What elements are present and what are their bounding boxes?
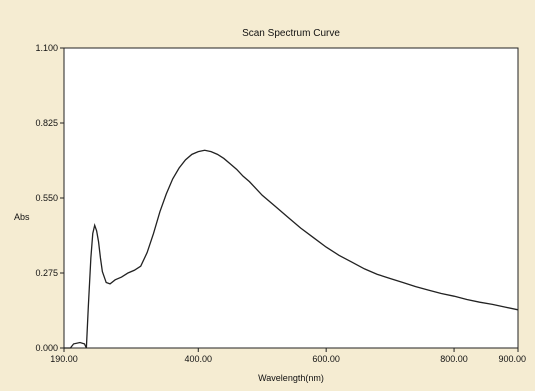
chart-title: Scan Spectrum Curve xyxy=(242,28,340,39)
x-tick-label: 400.00 xyxy=(185,354,213,364)
y-tick-label: 0.825 xyxy=(35,118,58,128)
series-line xyxy=(64,149,519,349)
x-tick-label: 900.00 xyxy=(498,354,526,364)
y-axis-label: Abs xyxy=(14,212,30,222)
x-tick-label: 190.00 xyxy=(50,354,78,364)
y-tick-label: 0.275 xyxy=(35,268,58,278)
ticks-layer: 190.00 400.00 600.00 800.00 900.00 0.000 0.275… xyxy=(35,43,526,364)
y-tick-label: 0.000 xyxy=(35,343,58,353)
x-axis-label: Wavelength(nm) xyxy=(258,373,324,383)
y-tick-label: 1.100 xyxy=(35,43,58,53)
y-tick-label: 0.550 xyxy=(35,193,58,203)
plot-area xyxy=(63,47,519,349)
x-tick-label: 800.00 xyxy=(440,354,468,364)
x-tick-label: 600.00 xyxy=(312,354,340,364)
